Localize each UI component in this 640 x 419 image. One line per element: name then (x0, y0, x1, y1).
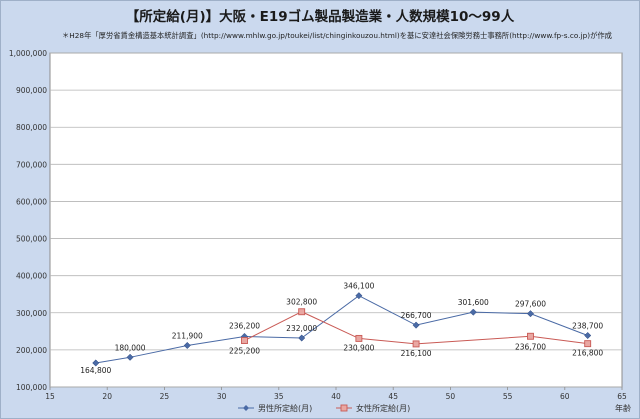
y-tick-label: 700,000 (16, 160, 47, 169)
plot-area (49, 52, 623, 388)
female-series-line (244, 311, 588, 345)
legend-label: 男性所定給(月) (258, 403, 312, 413)
female-data-label: 216,800 (572, 349, 603, 358)
male-data-label: 232,000 (286, 324, 317, 333)
female-point (412, 340, 420, 348)
y-tick-label: 200,000 (16, 346, 47, 355)
female-point (298, 308, 306, 316)
female-data-label: 216,100 (401, 349, 432, 358)
x-axis-label: 年齢 (615, 403, 631, 413)
male-point (355, 292, 363, 300)
x-tick-label: 45 (388, 392, 398, 401)
female-data-label: 230,900 (343, 343, 374, 352)
x-tick-label: 15 (45, 392, 55, 401)
legend: 男性所定給(月) 女性所定給(月) (238, 403, 410, 413)
y-tick-label: 500,000 (16, 235, 47, 244)
x-tick-label: 40 (331, 392, 341, 401)
legend-label: 女性所定給(月) (356, 403, 410, 413)
female-data-label: 302,800 (286, 298, 317, 307)
x-tick-label: 65 (617, 392, 627, 401)
legend-marker (340, 404, 348, 412)
male-data-label: 301,600 (458, 298, 489, 307)
male-point (126, 353, 134, 361)
legend-marker (243, 405, 249, 411)
female-data-label: 225,200 (229, 347, 260, 356)
x-tick-label: 50 (446, 392, 456, 401)
data-labels: 164,800 180,000 211,900 236,200 232,000 346,1… (80, 282, 603, 375)
male-point (526, 310, 535, 318)
y-tick-label: 800,000 (16, 123, 47, 132)
female-point (355, 334, 363, 342)
y-tick-label: 100,000 (16, 383, 47, 392)
x-tick-label: 60 (560, 392, 570, 401)
female-point (527, 332, 534, 340)
male-data-label: 238,700 (572, 322, 603, 331)
x-tick-label: 55 (503, 392, 513, 401)
chart-title: 【所定給(月)】大阪・E19ゴム製品製造業・人数規模10～99人 (125, 9, 515, 25)
male-data-label: 180,000 (115, 343, 146, 352)
female-point (241, 337, 248, 344)
female-data-label: 236,700 (515, 342, 546, 351)
male-data-label: 211,900 (172, 331, 203, 340)
y-tick-label: 900,000 (16, 86, 47, 95)
y-tick-label: 300,000 (16, 309, 47, 318)
source-note: ＊H28年「厚労省賃金構造基本統計調査」(http://www.mhlw.go.… (62, 31, 612, 40)
male-data-label: 297,600 (515, 300, 546, 309)
y-tick-label: 600,000 (16, 197, 47, 206)
male-data-label: 346,100 (343, 282, 374, 291)
y-tick-label: 400,000 (16, 272, 47, 281)
axes: 100,000 200,000 300,000 400,000 500,000 600,0… (9, 49, 627, 401)
male-data-label: 164,800 (80, 366, 111, 375)
male-point (183, 341, 191, 350)
y-tick-label: 1,000,000 (9, 49, 47, 58)
male-point (412, 321, 420, 329)
male-point (92, 359, 100, 367)
male-series-line (95, 295, 588, 364)
x-tick-label: 25 (160, 392, 170, 401)
male-data-label: 266,700 (401, 311, 432, 320)
x-tick-label: 20 (102, 392, 112, 401)
male-point (469, 308, 477, 316)
series-layer (92, 292, 592, 367)
x-tick-label: 35 (274, 392, 284, 401)
female-point (584, 340, 592, 348)
male-data-label: 236,200 (229, 321, 260, 330)
male-point (298, 334, 306, 342)
male-point (584, 331, 592, 340)
x-tick-label: 30 (217, 392, 227, 401)
